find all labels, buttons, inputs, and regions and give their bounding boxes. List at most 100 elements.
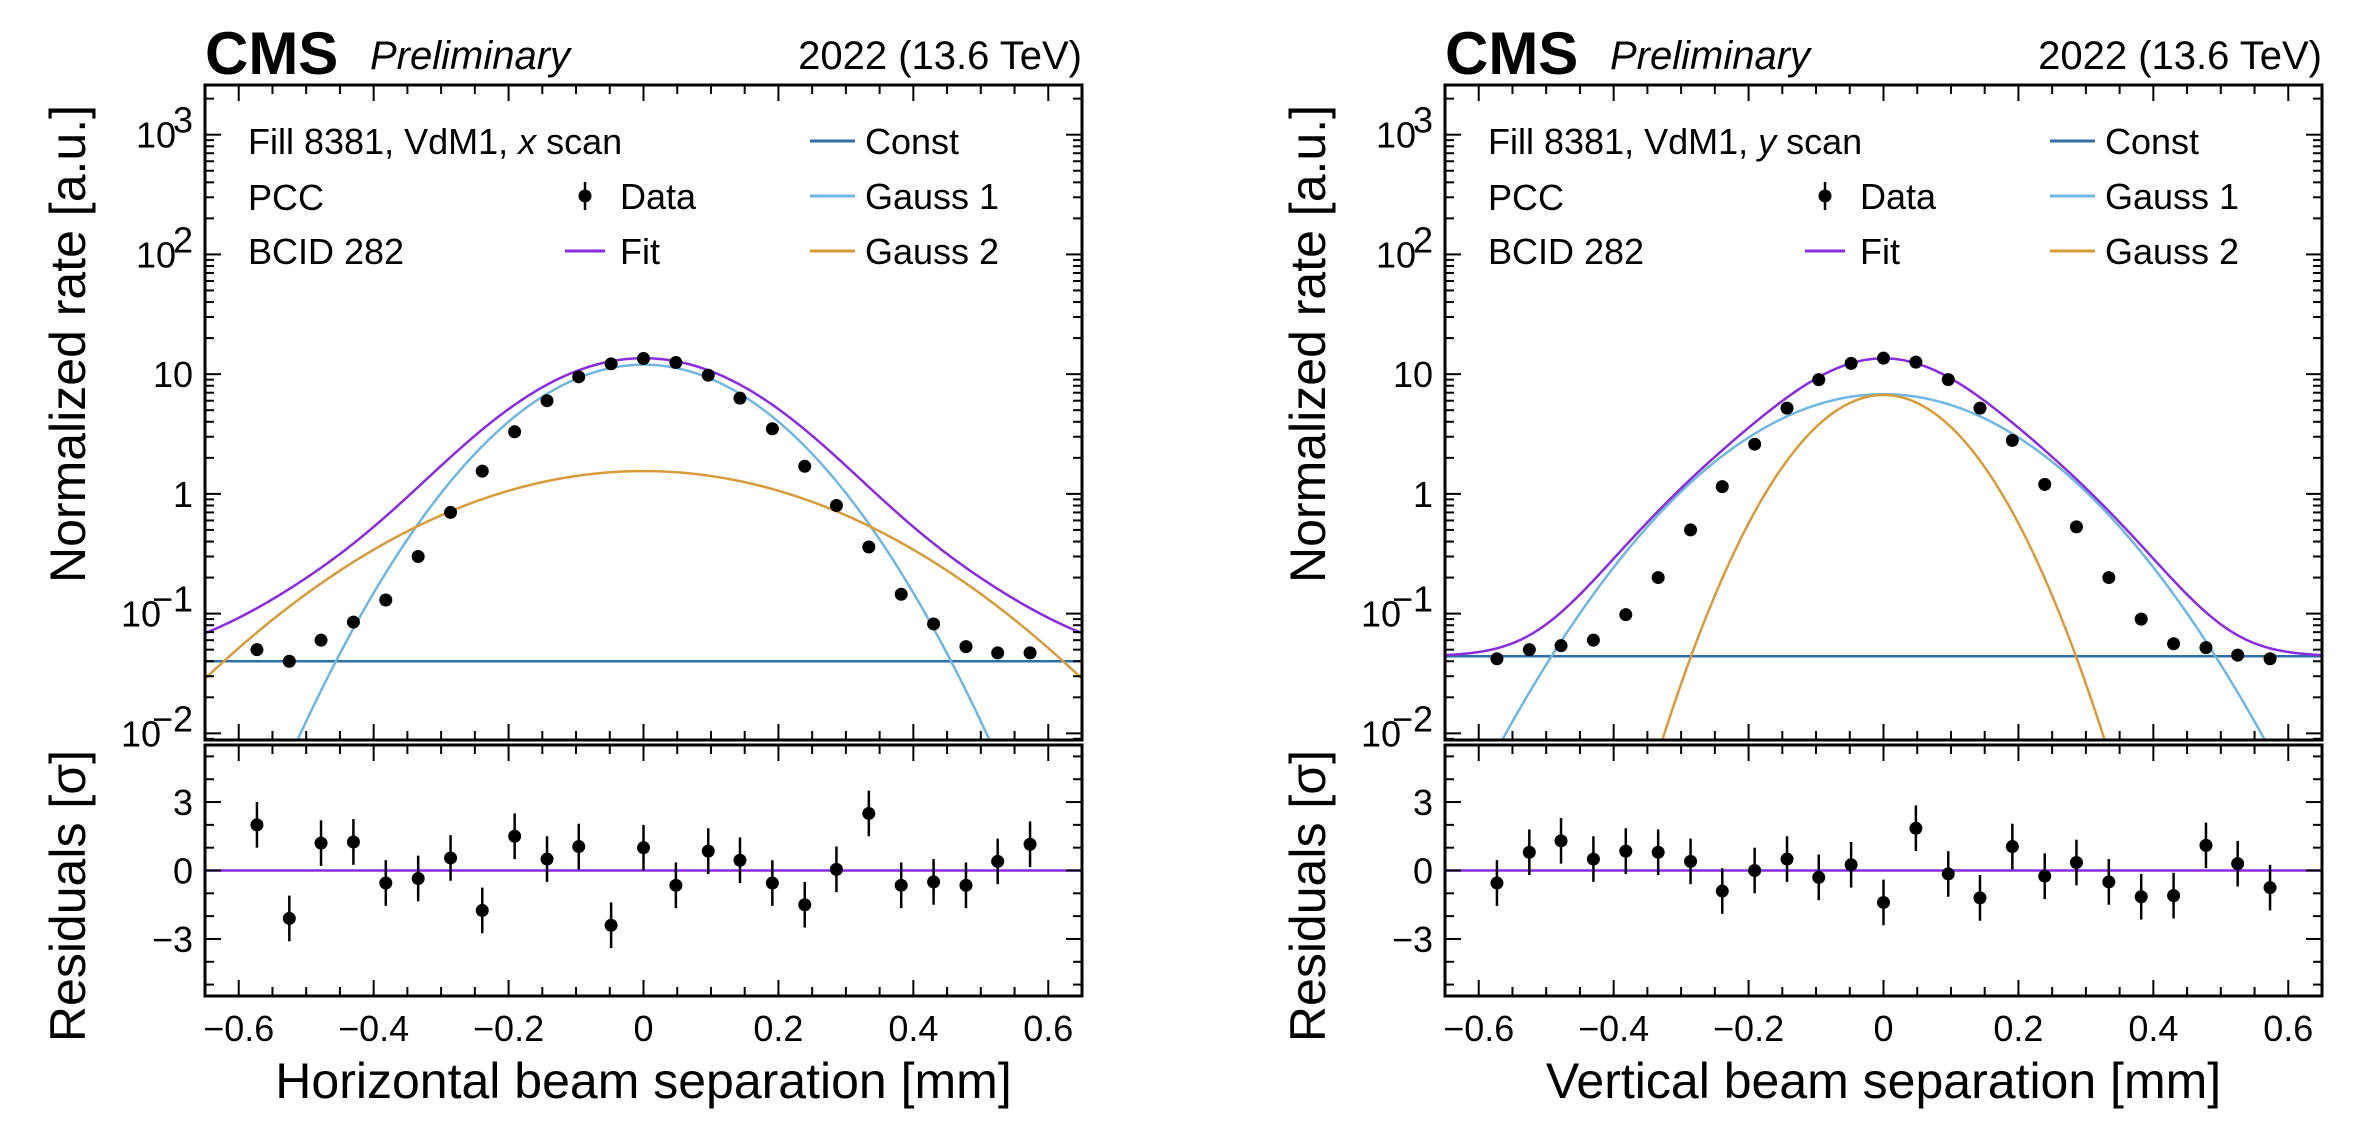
data-point [1748,437,1762,451]
x-tick-label: 0.2 [1993,1008,2043,1049]
data-point [991,646,1005,660]
data-point [1812,373,1826,387]
legend-gauss1-label: Gauss 1 [865,176,999,217]
residual-point [572,840,586,854]
data-point [894,587,908,601]
data-point [2167,637,2181,651]
residual-point [2199,838,2213,852]
y-tick-label: 10 [1361,594,1401,635]
data-point [572,370,586,384]
info-line-1: Fill 8381, VdM1, x scan [248,121,622,162]
residual-point [1490,876,1504,890]
residual-point [1684,854,1698,868]
data-point [2263,652,2277,666]
y-tick-exponent: 2 [173,219,193,260]
legend-data-label: Data [620,176,697,217]
gauss1-curve [1500,392,2267,740]
residual-point [1844,858,1858,872]
data-point [540,394,554,408]
cms-label: CMS [205,20,338,87]
x-tick-label: −0.6 [1443,1008,1514,1049]
gauss2-curve [1661,393,2106,740]
data-point [1684,523,1698,537]
legend-fit-label: Fit [620,231,660,272]
legend-gauss2-label: Gauss 2 [865,231,999,272]
residual-point [1877,895,1890,909]
data-point [765,422,779,436]
info-line-2: PCC [1488,177,1564,218]
y-tick-label: 10 [1361,713,1401,754]
panel-vertical-scan: CMS Preliminary 2022 (13.6 TeV) −0.6 −0.4 −0.… [1280,20,2324,1109]
x-tick-label: −0.4 [1578,1008,1649,1049]
data-point [379,593,393,607]
legend-const-label: Const [2105,121,2199,162]
x-tick-label: −0.6 [203,1008,274,1049]
residual-point [314,836,328,850]
panel-horizontal-scan: CMS Preliminary 2022 (13.6 TeV) −0.6 −0.4 −0.… [40,20,1084,1109]
x-tick-label: 0.2 [753,1008,803,1049]
x-tick-label: −0.4 [338,1008,409,1049]
data-point [2069,520,2083,534]
residual-point [2038,869,2052,883]
x-axis-label: Vertical beam separation [mm] [1546,1053,2221,1109]
y-tick-exponent: −1 [152,579,193,620]
y-tick-exponent: 3 [173,100,193,141]
residual-point [379,876,393,890]
residual-point [508,829,522,843]
data-point [1715,480,1729,494]
data-point [1651,571,1665,585]
residual-point [1522,845,1536,859]
legend-data-label: Data [1860,176,1937,217]
data-point [250,643,264,657]
y-axis-label-top: Normalized rate [a.u.] [1280,105,1336,583]
residual-point [2005,840,2019,854]
residual-point [2134,890,2148,904]
data-point [637,352,650,366]
residual-point [1586,852,1600,866]
x-tick-label: 0.6 [1023,1008,1073,1049]
res-tick-label: −3 [152,919,193,960]
data-point [1619,608,1633,622]
residual-point [1748,864,1762,877]
residual-point [2102,875,2116,889]
residual-point [444,851,458,865]
data-point [1877,351,1890,365]
data-point [475,464,489,478]
x-tick-label: 0.4 [888,1008,938,1049]
data-point [701,368,715,382]
residual-point [829,862,843,876]
gauss2-curve [205,469,1082,680]
y-tick-label: 10 [153,354,193,395]
residual-point [959,878,973,892]
res-tick-label: 3 [1413,782,1433,823]
data-point [1844,356,1858,370]
y-tick-label: 10 [121,594,161,635]
data-point [282,654,296,668]
y-tick-label: 10 [136,234,176,275]
data-point [2038,477,2052,491]
data-point [1023,646,1037,660]
data-point [2231,648,2245,662]
data-point [2102,571,2116,585]
x-tick-label: 0 [1873,1008,1893,1049]
y-axis-label-top: Normalized rate [a.u.] [40,105,96,583]
residual-point [1941,867,1955,881]
data-point [829,498,843,512]
legend-gauss2-label: Gauss 2 [2105,231,2239,272]
residual-point [346,835,360,849]
y-tick-exponent: 2 [1413,219,1433,260]
x-tick-label: 0.4 [2128,1008,2178,1049]
y-axis-label-bottom: Residuals [σ] [1280,750,1336,1042]
residual-point [1619,844,1633,858]
y-tick-exponent: −2 [1392,698,1433,739]
residual-point [1780,852,1794,866]
residual-point [2231,857,2245,871]
res-tick-label: −3 [1392,919,1433,960]
x-tick-label: −0.2 [473,1008,544,1049]
residual-point [2263,881,2277,895]
legend-data-marker [1818,189,1832,203]
data-point [346,615,360,629]
residual-point [2167,889,2181,903]
residual-point [475,903,489,917]
